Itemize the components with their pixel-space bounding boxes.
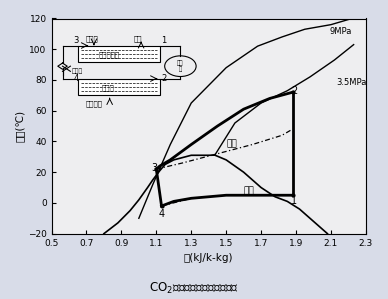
Text: 冷源: 冷源 xyxy=(226,139,237,148)
Text: 2: 2 xyxy=(291,86,297,96)
Text: 热源: 热源 xyxy=(244,187,255,196)
X-axis label: 熵(kJ/k-kg): 熵(kJ/k-kg) xyxy=(184,253,234,263)
Text: 4: 4 xyxy=(158,209,165,219)
Text: 1: 1 xyxy=(291,196,297,206)
Text: 3.5MPa: 3.5MPa xyxy=(336,77,367,87)
Text: 3: 3 xyxy=(151,163,158,173)
Text: CO$_2$热泵热水器的热力学分析: CO$_2$热泵热水器的热力学分析 xyxy=(149,281,239,296)
Text: 9MPa: 9MPa xyxy=(329,27,352,36)
Y-axis label: 温度(℃): 温度(℃) xyxy=(15,110,25,142)
